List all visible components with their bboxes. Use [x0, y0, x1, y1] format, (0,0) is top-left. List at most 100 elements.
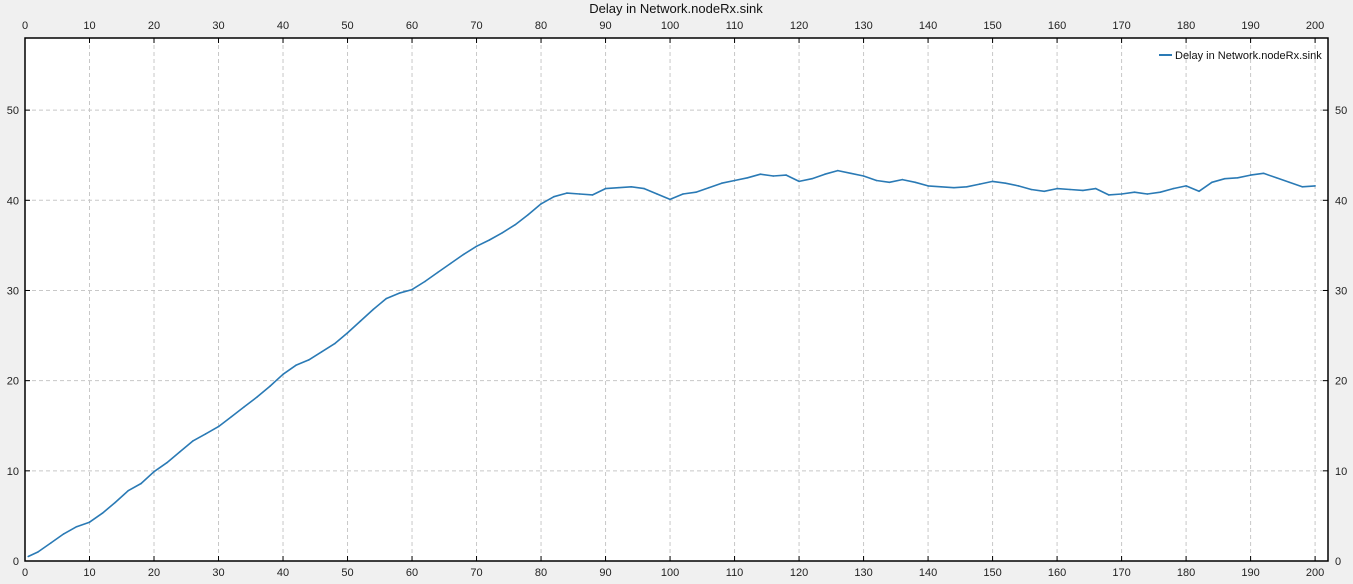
plot-frame — [24, 37, 1329, 562]
data-point — [566, 192, 568, 194]
data-point — [398, 292, 400, 295]
data-point — [1314, 185, 1316, 187]
data-point — [824, 173, 826, 175]
data-point — [1185, 185, 1187, 187]
data-point — [720, 182, 723, 184]
y-tick-label-left: 50 — [7, 105, 19, 117]
data-point — [604, 187, 607, 190]
x-tick-label-top: 180 — [1177, 20, 1195, 32]
data-point — [1069, 188, 1071, 191]
data-point — [269, 385, 271, 387]
data-point — [1120, 193, 1123, 195]
data-point — [1159, 191, 1162, 193]
data-point — [475, 245, 478, 248]
x-tick-label-top: 110 — [726, 20, 744, 32]
data-point — [243, 406, 246, 408]
data-point — [1107, 194, 1110, 196]
data-point — [320, 351, 323, 353]
x-tick-label-bottom: 120 — [790, 567, 808, 579]
data-point — [888, 181, 891, 184]
y-tick-label-left: 10 — [7, 466, 19, 478]
y-tick-label-left: 20 — [7, 376, 19, 388]
data-point — [140, 482, 142, 485]
x-tick-label-top: 20 — [148, 20, 160, 32]
data-point — [695, 191, 697, 193]
x-tick-label-top: 160 — [1048, 20, 1066, 32]
data-point — [230, 415, 233, 418]
data-point — [772, 175, 775, 177]
y-tick-label-left: 0 — [13, 556, 19, 568]
data-point — [669, 198, 671, 201]
data-point — [1262, 172, 1265, 175]
data-point — [333, 342, 336, 345]
data-point — [166, 461, 168, 464]
x-tick-label-top: 40 — [277, 20, 289, 32]
data-point — [1236, 177, 1239, 179]
data-point — [837, 169, 839, 172]
data-point — [37, 551, 39, 553]
data-point — [462, 253, 465, 256]
y-tick-label-right: 10 — [1335, 466, 1347, 478]
data-point — [1056, 187, 1058, 190]
data-point — [50, 542, 52, 544]
x-tick-label-top: 80 — [535, 20, 547, 32]
data-point — [733, 179, 736, 182]
x-tick-label-top: 190 — [1241, 20, 1259, 32]
data-point — [514, 223, 516, 226]
data-point — [295, 364, 297, 367]
data-point — [1082, 189, 1084, 192]
y-tick-label-right: 50 — [1335, 105, 1347, 117]
data-point — [88, 521, 91, 523]
data-point — [862, 175, 865, 177]
data-point — [153, 470, 155, 473]
data-point — [966, 186, 968, 188]
x-tick-label-bottom: 190 — [1241, 567, 1259, 579]
data-point — [1301, 186, 1303, 188]
x-tick-label-top: 200 — [1306, 20, 1324, 32]
series-group — [27, 169, 1316, 558]
legend-label: Delay in Network.nodeRx.sink — [1175, 50, 1322, 62]
data-point — [282, 373, 284, 376]
data-point — [630, 186, 633, 188]
data-point — [27, 555, 30, 558]
ticks: 0010102020303040405050606070708080909010… — [7, 20, 1348, 579]
data-point — [940, 186, 942, 188]
data-point — [1288, 181, 1291, 184]
data-point — [540, 203, 542, 205]
x-tick-label-bottom: 40 — [277, 567, 289, 579]
data-point — [798, 180, 800, 183]
data-point — [424, 280, 426, 283]
x-tick-label-bottom: 80 — [535, 567, 547, 579]
data-point — [1211, 181, 1213, 184]
x-tick-label-bottom: 20 — [148, 567, 160, 579]
x-tick-label-bottom: 150 — [983, 567, 1001, 579]
data-point — [449, 262, 452, 265]
data-point — [578, 193, 581, 195]
data-point — [62, 533, 65, 535]
x-tick-label-top: 100 — [661, 20, 679, 32]
x-tick-label-top: 60 — [406, 20, 418, 32]
data-point — [127, 489, 129, 492]
data-point — [927, 185, 929, 187]
chart-title: Delay in Network.nodeRx.sink — [589, 1, 763, 16]
x-tick-label-bottom: 160 — [1048, 567, 1066, 579]
x-tick-label-top: 0 — [22, 20, 28, 32]
data-point — [1043, 190, 1045, 193]
data-point — [708, 186, 710, 189]
x-tick-label-bottom: 10 — [83, 567, 95, 579]
x-tick-label-top: 90 — [599, 20, 611, 32]
x-tick-label-bottom: 90 — [599, 567, 611, 579]
x-tick-label-top: 170 — [1112, 20, 1130, 32]
legend: Delay in Network.nodeRx.sink — [1159, 50, 1322, 62]
data-point — [501, 232, 504, 234]
data-point — [308, 359, 310, 361]
data-point — [811, 177, 813, 180]
data-point — [179, 451, 181, 453]
x-tick-label-bottom: 170 — [1112, 567, 1130, 579]
x-tick-label-bottom: 140 — [919, 567, 937, 579]
data-point — [1030, 188, 1033, 191]
data-point — [346, 332, 349, 334]
data-point — [217, 425, 220, 428]
y-tick-label-left: 30 — [7, 285, 19, 297]
